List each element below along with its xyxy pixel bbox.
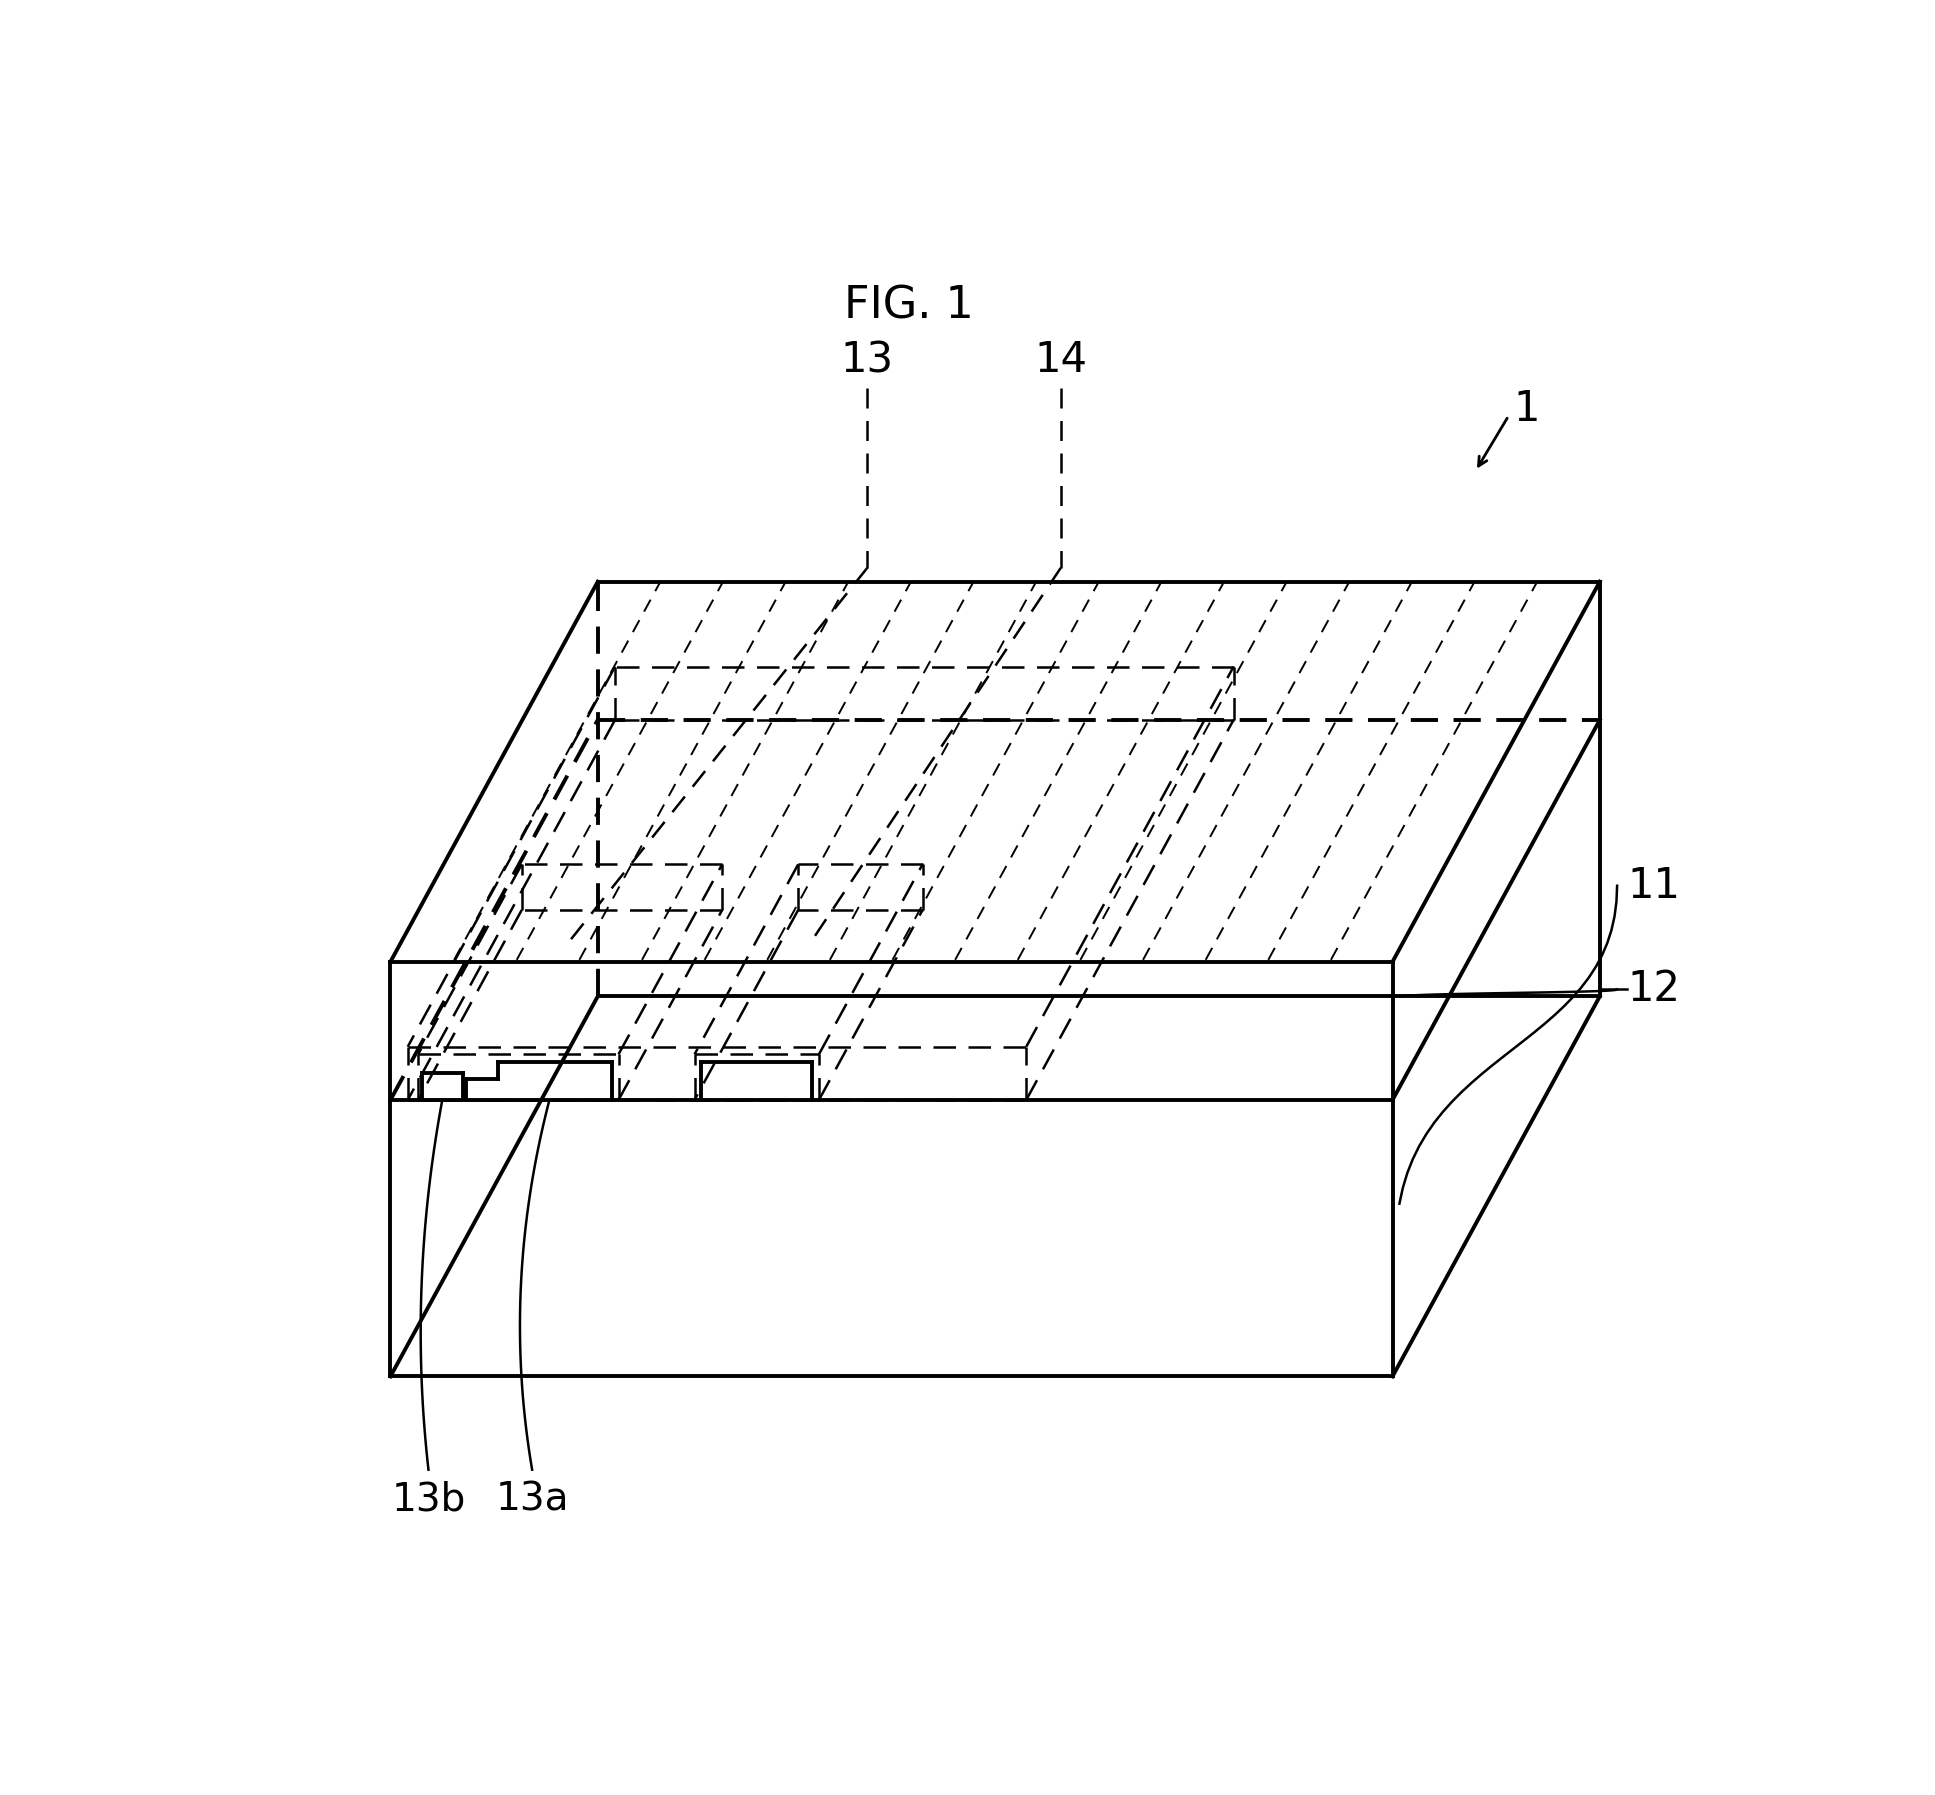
Text: 12: 12 [1627, 969, 1680, 1011]
Text: 11: 11 [1627, 865, 1680, 906]
Text: 14: 14 [1035, 339, 1087, 381]
Text: 13: 13 [840, 339, 894, 381]
Text: 13a: 13a [495, 1481, 569, 1519]
Text: 1: 1 [1513, 388, 1540, 429]
Text: 13b: 13b [391, 1481, 466, 1519]
Text: FIG. 1: FIG. 1 [844, 285, 973, 327]
